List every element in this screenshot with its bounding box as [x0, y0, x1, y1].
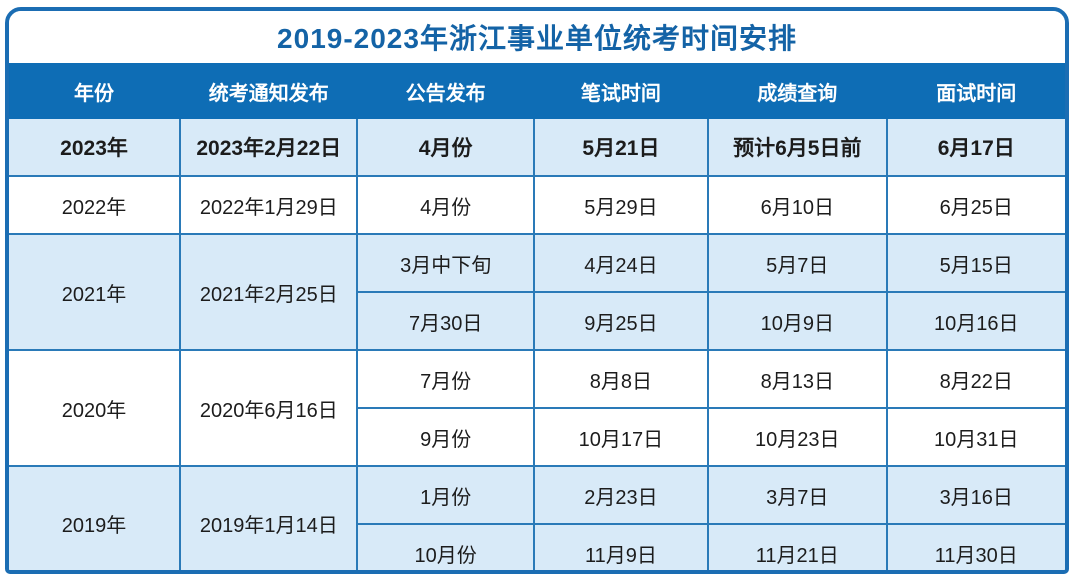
exam-schedule-table: 年份 统考通知发布 公告发布 笔试时间 成绩查询 面试时间 2023年 2023…	[9, 63, 1065, 570]
header-announce: 公告发布	[356, 63, 535, 119]
cell-notice: 2020年6月16日	[179, 349, 359, 467]
cell-interview: 10月31日	[885, 407, 1065, 467]
cell-written: 9月25日	[532, 291, 710, 351]
cell-written: 11月9日	[532, 523, 710, 570]
header-interview: 面试时间	[885, 63, 1065, 119]
table-frame: 2019-2023年浙江事业单位统考时间安排 年份 统考通知发布 公告发布 笔试…	[5, 7, 1069, 574]
cell-score: 5月7日	[707, 233, 888, 293]
cell-announce: 1月份	[356, 465, 535, 525]
table-row-2020-first: 2020年 2020年6月16日 7月份 8月8日 8月13日 8月22日	[9, 349, 1065, 467]
cell-year: 2020年	[9, 349, 182, 467]
cell-written: 5月29日	[532, 175, 710, 235]
cell-year: 2022年	[9, 175, 182, 235]
cell-score: 6月10日	[707, 175, 888, 235]
header-year: 年份	[9, 63, 182, 119]
cell-year: 2023年	[9, 117, 182, 177]
page-title: 2019-2023年浙江事业单位统考时间安排	[277, 23, 797, 54]
table-row-2023: 2023年 2023年2月22日 4月份 5月21日 预计6月5日前 6月17日	[9, 117, 1065, 177]
header-score: 成绩查询	[707, 63, 888, 119]
cell-interview: 3月16日	[885, 465, 1065, 525]
cell-written: 4月24日	[532, 233, 710, 293]
cell-notice: 2023年2月22日	[179, 117, 359, 177]
cell-announce: 3月中下旬	[356, 233, 535, 293]
title-bar: 2019-2023年浙江事业单位统考时间安排	[9, 11, 1065, 63]
cell-interview: 10月16日	[885, 291, 1065, 351]
cell-interview: 11月30日	[885, 523, 1065, 570]
cell-score: 8月13日	[707, 349, 888, 409]
cell-announce: 7月30日	[357, 291, 535, 351]
cell-written: 10月17日	[532, 407, 710, 467]
cell-interview-alert: 6月17日	[885, 117, 1065, 177]
table-row-2021-first: 2021年 2021年2月25日 3月中下旬 4月24日 5月7日 5月15日	[9, 233, 1065, 351]
cell-score: 10月23日	[707, 407, 888, 467]
cell-year: 2019年	[9, 465, 182, 570]
table-header-row: 年份 统考通知发布 公告发布 笔试时间 成绩查询 面试时间	[9, 63, 1065, 119]
cell-written: 2月23日	[532, 465, 710, 525]
cell-announce: 4月份	[356, 175, 535, 235]
cell-score-alert: 预计6月5日前	[707, 117, 888, 177]
cell-written: 5月21日	[532, 117, 710, 177]
cell-written: 8月8日	[532, 349, 710, 409]
cell-announce: 10月份	[357, 523, 535, 570]
table-row-2019-second: 10月份 11月9日 11月21日 11月30日	[9, 523, 1065, 570]
cell-year: 2021年	[9, 233, 182, 351]
cell-interview: 8月22日	[885, 349, 1065, 409]
cell-interview: 6月25日	[885, 175, 1065, 235]
cell-notice: 2019年1月14日	[179, 465, 359, 570]
cell-interview: 5月15日	[885, 233, 1065, 293]
cell-score: 10月9日	[707, 291, 888, 351]
cell-score: 11月21日	[707, 523, 888, 570]
cell-notice: 2022年1月29日	[179, 175, 359, 235]
cell-announce: 7月份	[356, 349, 535, 409]
header-notice: 统考通知发布	[179, 63, 359, 119]
header-written: 笔试时间	[532, 63, 710, 119]
cell-notice: 2021年2月25日	[179, 233, 359, 351]
table-row-2021-second: 7月30日 9月25日 10月9日 10月16日	[9, 291, 1065, 351]
table-row-2019-first: 2019年 2019年1月14日 1月份 2月23日 3月7日 3月16日	[9, 465, 1065, 570]
cell-announce: 9月份	[357, 407, 535, 467]
cell-announce: 4月份	[356, 117, 535, 177]
table-row-2020-second: 9月份 10月17日 10月23日 10月31日	[9, 407, 1065, 467]
table-row-2022: 2022年 2022年1月29日 4月份 5月29日 6月10日 6月25日	[9, 175, 1065, 235]
cell-score: 3月7日	[707, 465, 888, 525]
